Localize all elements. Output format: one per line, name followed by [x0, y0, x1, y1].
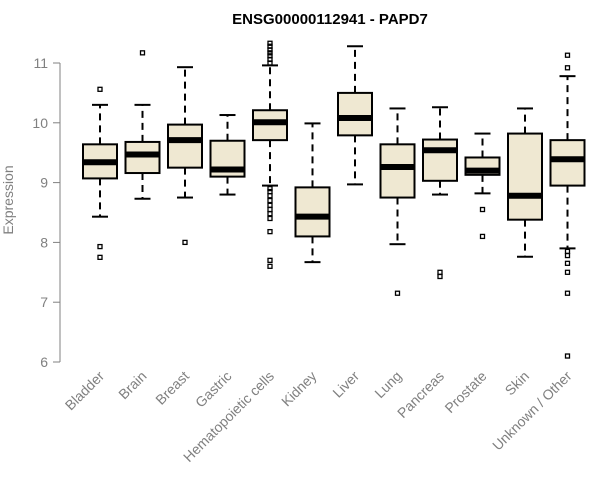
outlier-point [267, 60, 273, 66]
outlier-point [97, 243, 103, 250]
y-tick-label: 9 [40, 175, 48, 191]
outlier-point [437, 273, 443, 280]
outlier-point [437, 269, 443, 275]
outlier-point [564, 252, 571, 259]
x-tick-label: Liver [329, 368, 362, 401]
y-tick-label: 6 [40, 354, 48, 370]
chart-title: ENSG00000112941 - PAPD7 [232, 11, 428, 28]
y-tick-label: 8 [40, 234, 48, 250]
outlier-point [97, 254, 103, 261]
box [507, 132, 543, 221]
box [379, 143, 416, 199]
outlier-point [97, 86, 103, 92]
y-tick-label: 7 [40, 294, 48, 310]
box-group [549, 52, 586, 359]
x-tick-label: Lung [371, 368, 404, 401]
y-tick-label: 10 [32, 115, 48, 131]
outlier-point [564, 65, 571, 71]
box-group [422, 106, 458, 280]
outlier-point [267, 50, 273, 56]
outlier-point [564, 260, 571, 266]
outlier-point [479, 206, 486, 213]
box [294, 186, 331, 238]
box-group [209, 114, 246, 196]
box-group [252, 40, 288, 269]
x-tick-label: Unknown / Other [489, 368, 575, 454]
outlier-point [564, 353, 571, 359]
outlier-point [564, 269, 571, 275]
outlier-point [139, 50, 146, 56]
outlier-point [267, 263, 273, 269]
box-group [124, 50, 161, 200]
outlier-point [267, 228, 273, 235]
outlier-point [564, 290, 571, 296]
outlier-point [267, 206, 273, 213]
x-tick-label: Brain [115, 368, 149, 402]
outlier-point [394, 290, 401, 296]
outlier-point [267, 215, 273, 222]
x-tick-label: Kidney [278, 368, 320, 410]
outlier-point [479, 233, 486, 240]
box-group [379, 107, 416, 296]
outlier-point [267, 47, 273, 53]
outlier-point [267, 193, 273, 199]
y-axis-label: Expression [0, 165, 16, 234]
x-tick-label: Bladder [62, 368, 108, 414]
outlier-point [267, 211, 273, 217]
outlier-point [267, 257, 273, 263]
box-group [82, 86, 118, 261]
box [167, 123, 203, 169]
outlier-point [267, 202, 273, 208]
box-group [294, 122, 331, 264]
y-tick-label: 11 [33, 55, 48, 71]
x-tick-label: Breast [152, 368, 192, 408]
box [337, 91, 373, 137]
y-axis: 6 7 8 9 10 11 [32, 55, 61, 370]
outlier-point [267, 188, 273, 195]
outlier-point [267, 40, 273, 46]
outlier-point [182, 239, 188, 246]
x-tick-label: Skin [502, 368, 533, 399]
box-group [464, 132, 501, 240]
outlier-point [564, 248, 571, 255]
box-group [167, 66, 203, 246]
box-series [82, 40, 586, 359]
box [422, 138, 458, 182]
box-group [337, 45, 373, 186]
x-tick-label: Prostate [441, 368, 489, 416]
outlier-point [267, 185, 273, 192]
x-tick-label: Pancreas [394, 368, 447, 421]
box-group [507, 107, 543, 258]
box [549, 139, 586, 187]
outlier-point [267, 197, 273, 204]
outlier-point [564, 52, 571, 58]
